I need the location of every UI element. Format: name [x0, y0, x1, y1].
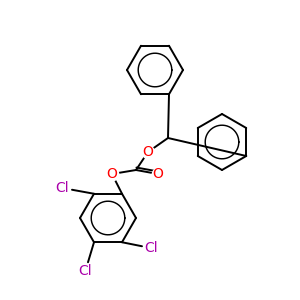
Text: O: O [142, 145, 153, 159]
Text: Cl: Cl [144, 241, 158, 255]
Text: O: O [106, 167, 117, 181]
Text: O: O [153, 167, 164, 181]
Text: Cl: Cl [55, 181, 69, 195]
Text: Cl: Cl [79, 264, 92, 278]
